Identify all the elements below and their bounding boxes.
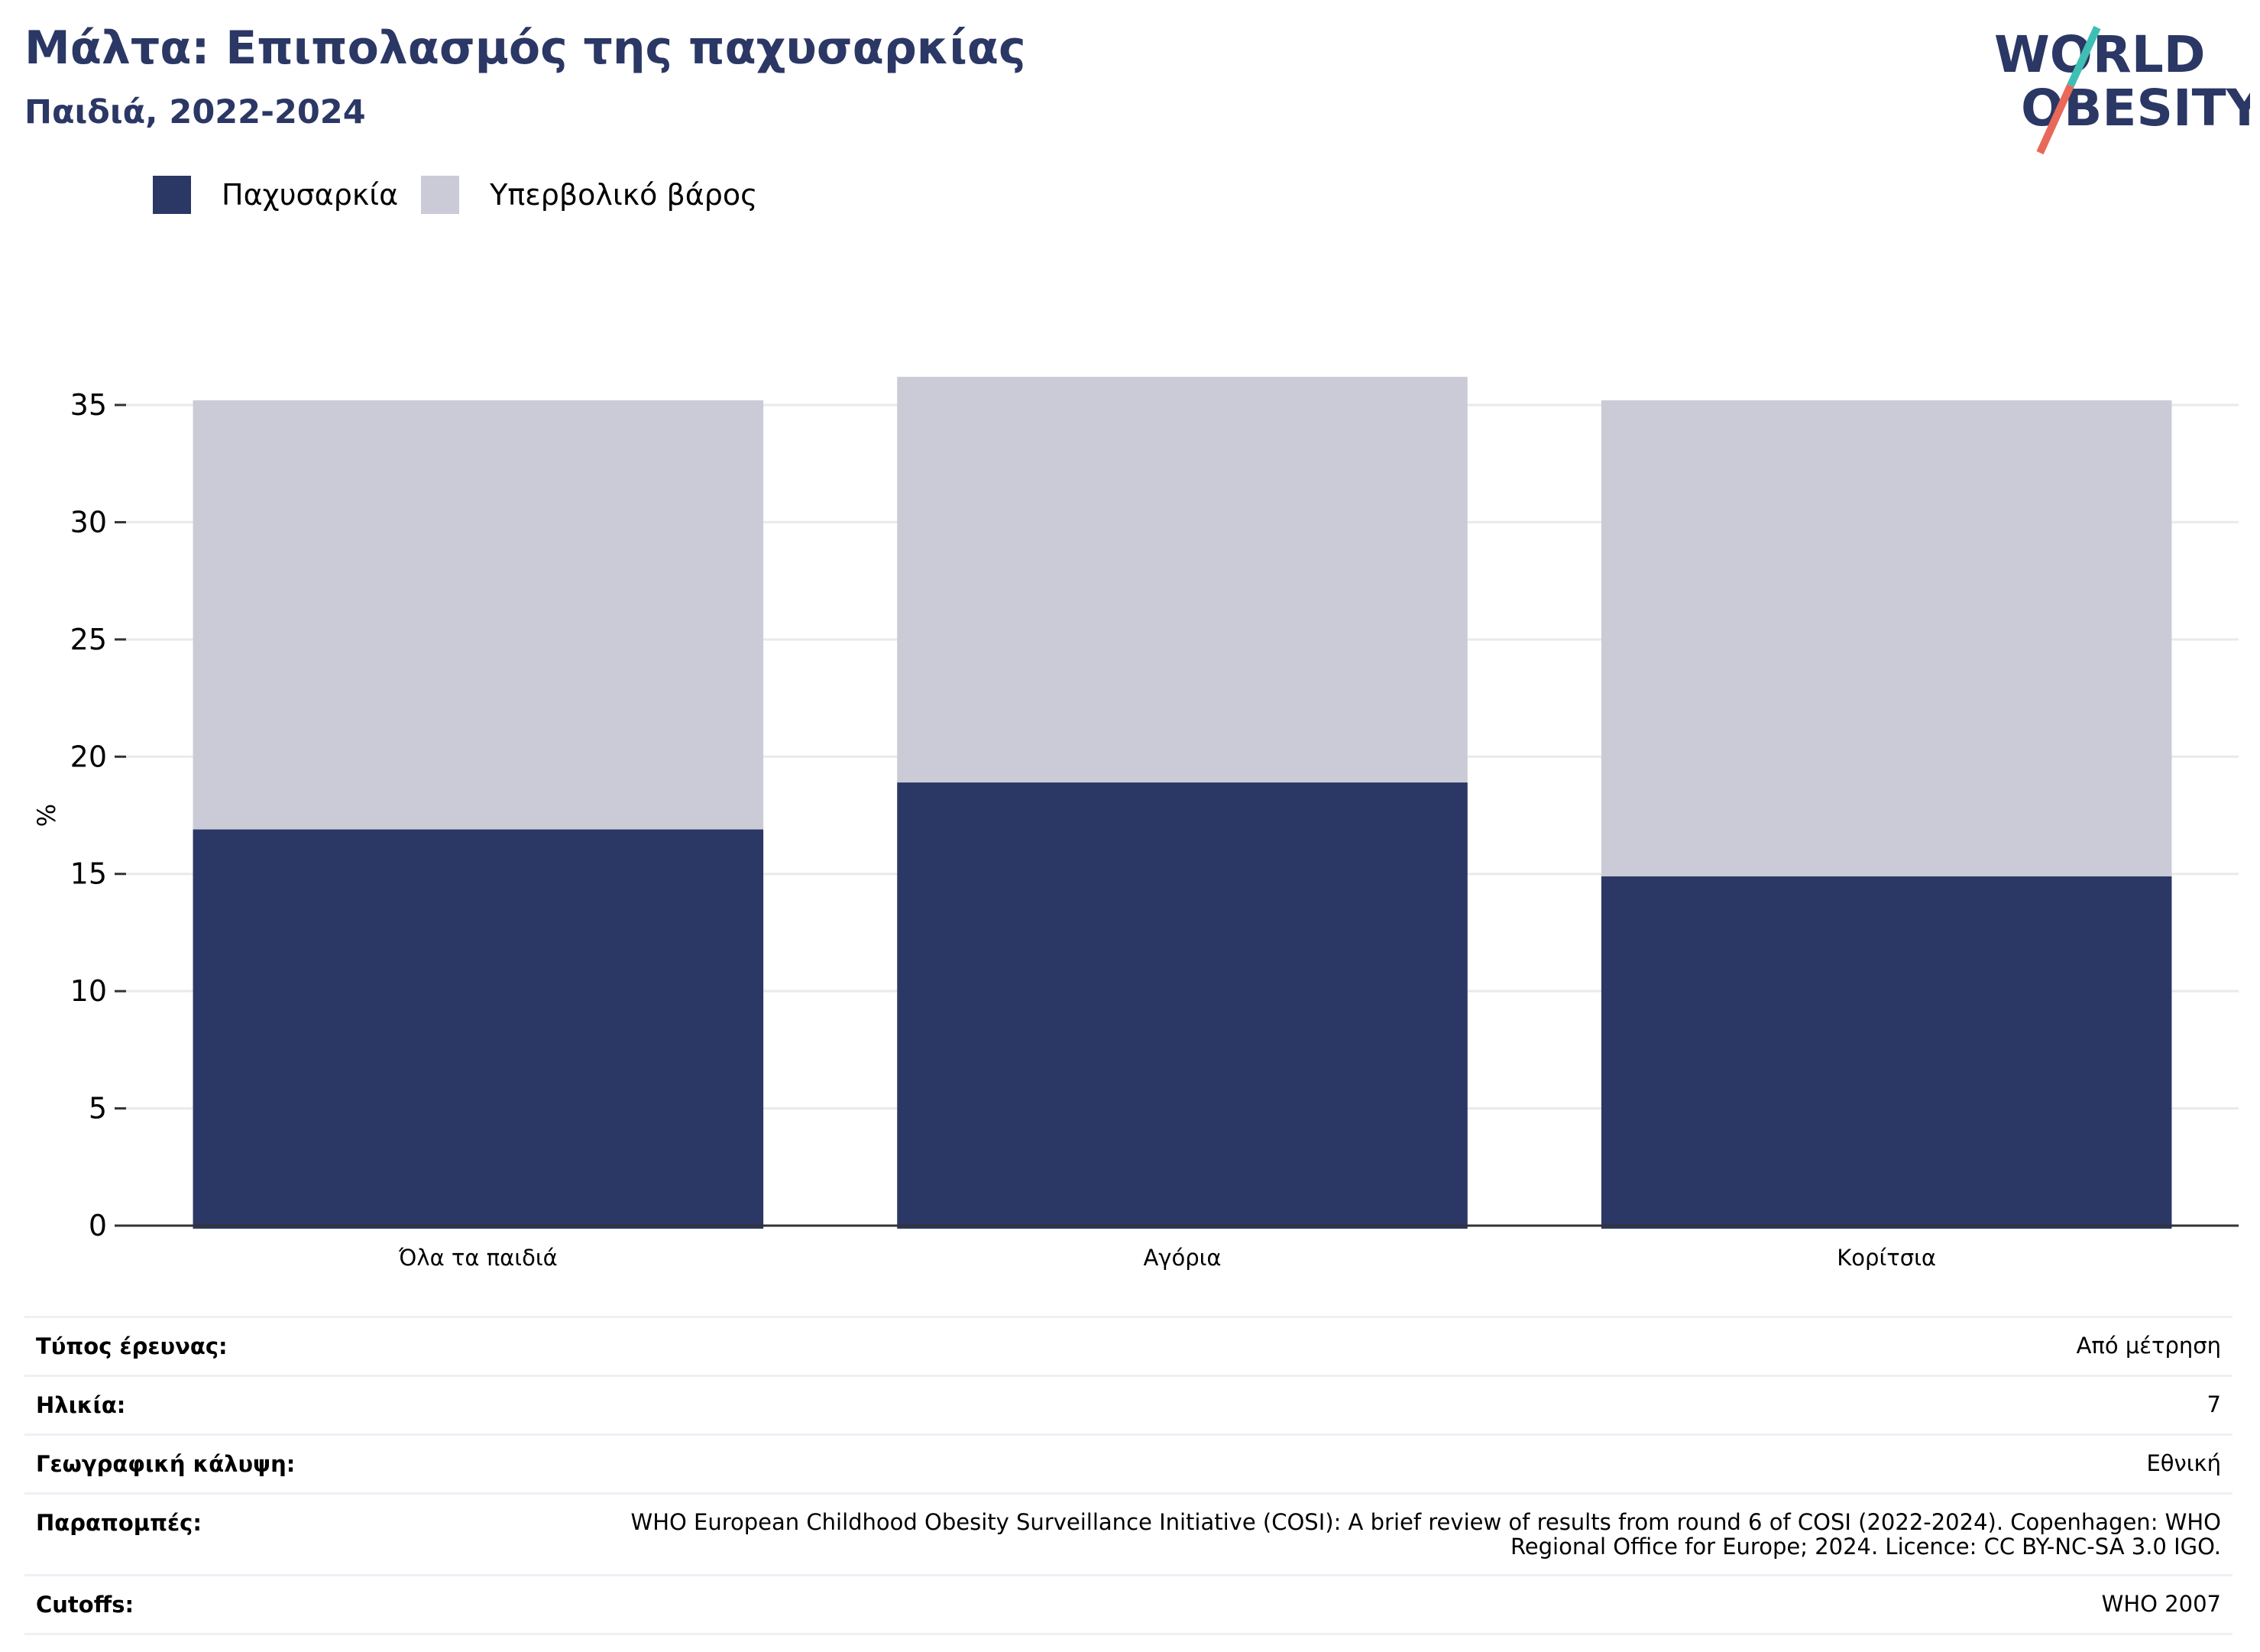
world-obesity-logo: WORLD OBESITY — [1994, 25, 2250, 155]
meta-row-age: Ηλικία: 7 — [24, 1375, 2232, 1433]
meta-label: Ηλικία: — [36, 1392, 126, 1418]
legend-swatch-obesity — [153, 176, 191, 214]
legend-swatch-overweight — [421, 176, 460, 214]
y-tick-label: 35 — [70, 388, 107, 422]
chart-legend: Παχυσαρκία Υπερβολικό βάρος — [153, 176, 780, 214]
meta-value: WHO European Childhood Obesity Surveilla… — [630, 1509, 2221, 1560]
logo-text-world: WORLD — [1994, 25, 2206, 84]
bar-obesity — [897, 782, 1468, 1229]
y-tick-label: 10 — [70, 974, 107, 1008]
legend-item-overweight[interactable]: Υπερβολικό βάρος — [421, 176, 757, 214]
legend-label-overweight: Υπερβολικό βάρος — [490, 178, 758, 212]
logo-slash-teal — [2067, 25, 2101, 88]
meta-row-coverage: Γεωγραφική κάλυψη: Εθνική — [24, 1433, 2232, 1492]
y-tick-label: 20 — [70, 740, 107, 773]
y-tick-label: 15 — [70, 857, 107, 891]
meta-label: Παραπομπές: — [36, 1510, 202, 1536]
bar-overweight — [897, 377, 1468, 783]
chart-subtitle: Παιδιά, 2022-2024 — [24, 93, 366, 131]
x-tick-label: Όλα τα παιδιά — [398, 1245, 558, 1271]
y-tick-label: 5 — [89, 1092, 107, 1126]
meta-label: Cutoffs: — [36, 1592, 134, 1618]
metadata-table: Τύπος έρευνας: Από μέτρηση Ηλικία: 7 Γεω… — [24, 1316, 2232, 1635]
y-tick-label: 30 — [70, 505, 107, 539]
bar-chart: 0 5 10 15 20 25 30 35% Όλα τα παιδιά Αγόρια Κορίτσ… — [32, 377, 2239, 1271]
meta-row-references: Παραπομπές: WHO European Childhood Obesi… — [24, 1492, 2232, 1574]
y-axis-label: % — [32, 804, 61, 827]
meta-value: Εθνική — [2146, 1450, 2221, 1476]
bar-obesity — [193, 829, 764, 1229]
bar-overweight — [1601, 400, 2172, 876]
legend-label-obesity: Παχυσαρκία — [222, 178, 399, 212]
meta-label: Τύπος έρευνας: — [36, 1333, 228, 1359]
bar-overweight — [193, 400, 764, 830]
meta-value: Από μέτρηση — [2076, 1333, 2221, 1359]
legend-item-obesity[interactable]: Παχυσαρκία — [153, 176, 398, 214]
x-tick-label: Κορίτσια — [1837, 1245, 1936, 1271]
meta-value: 7 — [2207, 1391, 2221, 1417]
y-tick-label: 25 — [70, 623, 107, 656]
logo-slash-coral — [2036, 83, 2074, 155]
chart-title: Μάλτα: Επιπολασμός της παχυσαρκίας — [24, 21, 1026, 75]
y-tick-label: 0 — [89, 1209, 107, 1242]
meta-value: WHO 2007 — [2101, 1591, 2221, 1617]
logo-text-obesity: OBESITY — [2021, 79, 2250, 138]
meta-row-cutoffs: Cutoffs: WHO 2007 — [24, 1574, 2232, 1635]
meta-row-survey-type: Τύπος έρευνας: Από μέτρηση — [24, 1316, 2232, 1375]
meta-label: Γεωγραφική κάλυψη: — [36, 1451, 296, 1477]
x-tick-label: Αγόρια — [1143, 1245, 1221, 1271]
bar-obesity — [1601, 876, 2172, 1229]
